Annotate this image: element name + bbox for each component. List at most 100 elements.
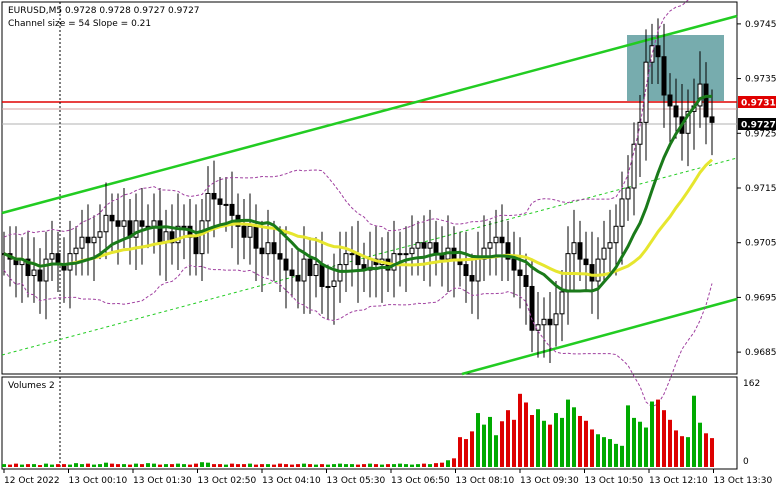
volume-bar (38, 465, 42, 467)
resistance-price-tag-text: 0.9731 (741, 99, 776, 109)
volume-bar (416, 464, 420, 467)
volume-bar (344, 464, 348, 467)
resistance-price-tag (738, 96, 776, 108)
volume-bar (374, 464, 378, 467)
volume-bar (44, 463, 48, 467)
volume-bar (608, 439, 612, 467)
volume-bar (590, 429, 594, 467)
candle (181, 204, 187, 260)
volume-bar (668, 419, 672, 467)
candle (325, 264, 331, 320)
volume-bar (50, 464, 54, 467)
candle (505, 220, 511, 281)
price-tick-label: 0.9685 (745, 348, 777, 358)
candle (607, 209, 613, 276)
volume-bar (560, 417, 564, 467)
candle (583, 231, 589, 292)
channel-upper-line (1, 14, 738, 215)
volume-bar (206, 462, 210, 467)
volume-bar (662, 410, 666, 467)
candle (523, 253, 529, 325)
volume-bar (698, 422, 702, 467)
candle (169, 204, 175, 265)
volume-bar (656, 399, 660, 467)
volume-bar (128, 464, 132, 467)
volume-bar (446, 460, 450, 467)
volume-bar (74, 463, 78, 467)
price-tick-label: 0.9695 (745, 293, 777, 303)
volume-bar (62, 464, 66, 467)
volume-bar (686, 437, 690, 467)
candle (643, 29, 649, 161)
volume-bar (338, 463, 342, 467)
time-tick-label: 13 Oct 08:10 (456, 476, 515, 486)
price-tick-label: 0.9705 (745, 239, 777, 249)
candle (667, 73, 673, 145)
volume-bar (470, 431, 474, 467)
time-tick-label: 13 Oct 01:30 (133, 476, 192, 486)
candle (43, 231, 49, 320)
candle (265, 209, 271, 276)
volume-bar (512, 419, 516, 467)
candle (397, 231, 403, 287)
candle (307, 237, 313, 314)
volume-bar (692, 395, 696, 467)
candle (37, 248, 43, 314)
candle (697, 51, 703, 128)
candle (349, 226, 355, 287)
volume-bar (230, 463, 234, 467)
volume-bar (194, 463, 198, 467)
channel-indicator-readout: Channel size = 54 Slope = 0.21 (8, 19, 151, 29)
volume-bar (602, 437, 606, 467)
volume-bar (290, 464, 294, 467)
candle (217, 177, 223, 227)
candle (613, 204, 619, 276)
volume-bar (152, 463, 156, 467)
volume-bar (242, 464, 246, 467)
price-tick-label: 0.9725 (745, 129, 777, 139)
volume-bar (680, 436, 684, 467)
time-tick-label: 13 Oct 00:10 (69, 476, 128, 486)
volume-bar (320, 464, 324, 467)
volume-bar (386, 464, 390, 467)
time-tick-label: 13 Oct 06:50 (391, 476, 450, 486)
volume-bar (326, 464, 330, 467)
candle (271, 220, 277, 281)
volume-bar (398, 463, 402, 467)
volume-bar (536, 409, 540, 467)
price-tick-label: 0.9715 (745, 184, 777, 194)
candle (709, 89, 715, 156)
volume-bar (158, 464, 162, 467)
volume-bar (218, 464, 222, 467)
volume-bar (464, 439, 468, 467)
moving-average-fast (3, 94, 712, 293)
candle (571, 209, 577, 292)
candle (343, 231, 349, 292)
candle (547, 291, 553, 364)
time-axis: 12 Oct 2022 13 Oct 00:10 13 Oct 01:30 13 Oc… (3, 469, 772, 486)
candle (469, 253, 475, 314)
candle (103, 182, 109, 260)
volume-tick-label: 162 (743, 379, 760, 389)
volume-bar (476, 413, 480, 467)
volume-bar (380, 464, 384, 467)
volume-bar (404, 464, 408, 467)
moving-average-slow (3, 158, 714, 277)
candle (631, 122, 637, 216)
volume-bar (212, 464, 216, 467)
volume-bar (80, 464, 84, 467)
candle (175, 193, 181, 271)
price-tick-label: 0.9745 (745, 20, 777, 30)
volume-bar (134, 463, 138, 467)
volume-bar (524, 402, 528, 467)
candle (541, 297, 547, 358)
volume-bar (578, 415, 582, 467)
candle (703, 62, 709, 145)
candle (577, 220, 583, 281)
volume-bar (704, 433, 708, 467)
candle (553, 281, 559, 347)
candle (463, 231, 469, 303)
volume-bar (488, 416, 492, 467)
volume-bar (314, 464, 318, 467)
